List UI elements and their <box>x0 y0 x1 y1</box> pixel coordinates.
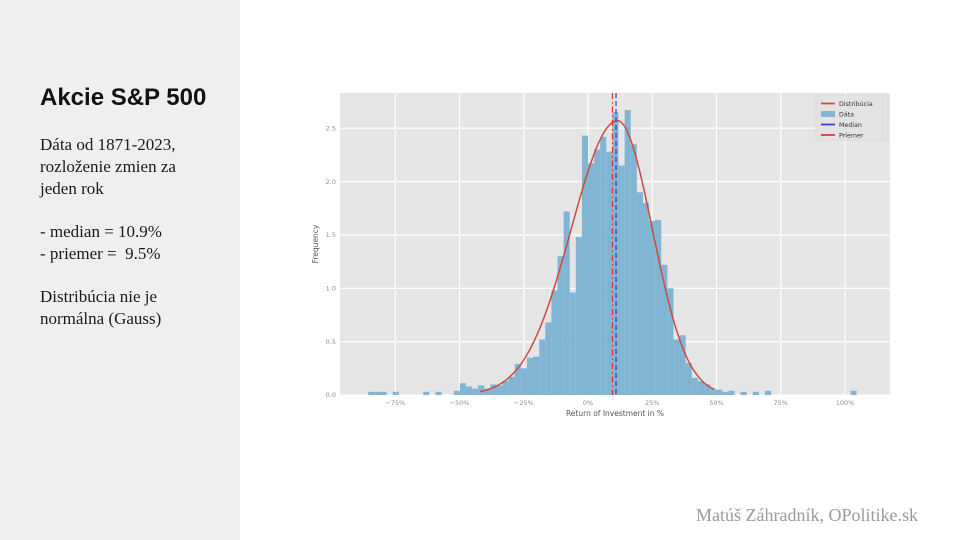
histogram-bar <box>496 385 503 395</box>
body-line: jeden rok <box>40 179 104 198</box>
histogram-bar <box>679 335 686 395</box>
x-tick-label: 50% <box>709 399 723 407</box>
histogram-bar <box>667 288 674 395</box>
histogram-bar <box>850 390 857 395</box>
histogram-bar <box>575 237 582 395</box>
y-tick-label: 2.5 <box>326 124 336 132</box>
histogram-bars <box>368 110 857 396</box>
histogram-bar <box>453 390 460 395</box>
y-tick-label: 1.5 <box>326 231 336 239</box>
mean-value-line: - priemer = 9.5% <box>40 244 161 263</box>
histogram-bar <box>703 384 711 395</box>
histogram-bar <box>435 391 442 395</box>
histogram-bar <box>502 381 509 395</box>
histogram-bar <box>465 386 473 395</box>
histogram-bar <box>423 391 430 395</box>
x-tick-label: 25% <box>645 399 659 407</box>
histogram-bar <box>368 391 375 395</box>
histogram-bar <box>728 390 735 395</box>
y-axis-label: Frequency <box>311 224 320 263</box>
histogram-bar <box>459 383 466 395</box>
histogram-bar <box>618 165 625 395</box>
y-tick-label: 0.5 <box>326 338 336 346</box>
distribution-curve <box>479 120 715 393</box>
slide-body-text: Dáta od 1871-2023, rozloženie zmien za j… <box>40 134 225 351</box>
y-tick-label: 2.0 <box>326 178 336 186</box>
legend-box <box>815 94 889 141</box>
median-value-line: - median = 10.9% <box>40 222 162 241</box>
histogram-bar <box>752 391 759 395</box>
histogram-bar <box>569 292 576 395</box>
body-line: Distribúcia nie je <box>40 287 158 306</box>
histogram-bar <box>740 391 747 395</box>
legend-label: Distribúcia <box>839 100 873 108</box>
histogram-bar <box>673 339 680 395</box>
histogram-bar <box>374 391 381 395</box>
y-tick-label: 0.0 <box>326 391 336 399</box>
histogram-bar <box>392 391 399 395</box>
histogram-bar <box>484 388 491 395</box>
histogram-bar <box>526 357 534 395</box>
histogram-bar <box>710 388 717 395</box>
histogram-bar <box>722 391 729 395</box>
left-panel: Akcie S&P 500 Dáta od 1871-2023, rozlože… <box>0 0 240 540</box>
histogram-bar <box>606 151 613 395</box>
x-tick-label: 100% <box>836 399 855 407</box>
histogram-bar <box>685 362 692 395</box>
body-line: rozloženie zmien za <box>40 157 176 176</box>
histogram-bar <box>551 290 558 395</box>
x-tick-label: −50% <box>450 399 470 407</box>
histogram-bar <box>588 163 595 395</box>
histogram-bar <box>765 390 772 395</box>
histogram-bar <box>533 356 540 395</box>
histogram-bar <box>594 149 601 395</box>
legend: Distribúcia Dáta Median Priemer <box>815 94 889 141</box>
x-tick-label: 0% <box>583 399 593 407</box>
histogram-bar <box>508 376 515 395</box>
histogram-bar <box>380 391 387 395</box>
histogram-bar <box>630 144 637 395</box>
histogram-bar <box>545 322 552 395</box>
x-axis-label: Return of Investment in % <box>566 409 664 418</box>
histogram-bar <box>636 192 643 395</box>
histogram-bar <box>624 110 631 395</box>
y-tick-labels: 0.0 0.5 1.0 1.5 2.0 2.5 <box>326 124 336 399</box>
histogram-chart: −75% −50% −25% 0% 25% 50% 75% 100% 0.0 0.5 1.0 1.5 2… <box>311 93 890 418</box>
legend-label: Median <box>839 122 862 129</box>
histogram-bar <box>716 389 723 395</box>
histogram-bar <box>539 339 546 395</box>
histogram-bar <box>514 364 521 395</box>
histogram-bar <box>478 385 485 395</box>
paragraph-data-range: Dáta od 1871-2023, rozloženie zmien za j… <box>40 134 225 200</box>
x-tick-label: −25% <box>514 399 534 407</box>
body-line: normálna (Gauss) <box>40 309 162 328</box>
histogram-bar <box>691 377 698 395</box>
chart-container: −75% −50% −25% 0% 25% 50% 75% 100% 0.0 0.5 1.0 1.5 2… <box>300 55 915 433</box>
body-line: Dáta od 1871-2023, <box>40 135 176 154</box>
x-tick-label: 75% <box>774 399 788 407</box>
paragraph-statistics: - median = 10.9% - priemer = 9.5% <box>40 221 225 265</box>
histogram-bar <box>697 381 704 395</box>
legend-label: Dáta <box>839 110 854 118</box>
histogram-bar <box>581 135 589 395</box>
histogram-bar <box>520 368 527 395</box>
x-tick-label: −75% <box>385 399 405 407</box>
histogram-bar <box>472 388 479 395</box>
x-tick-labels: −75% −50% −25% 0% 25% 50% 75% 100% <box>385 399 854 407</box>
histogram-bar <box>661 264 668 395</box>
histogram-bar <box>600 136 607 395</box>
histogram-bar <box>563 211 570 395</box>
legend-patch-swatch <box>821 111 835 117</box>
histogram-bar <box>642 202 650 395</box>
attribution-text: Matúš Záhradník, OPolitike.sk <box>696 505 918 525</box>
histogram-bar <box>649 221 656 395</box>
y-tick-label: 1.0 <box>326 284 336 292</box>
histogram-bar <box>557 256 564 395</box>
histogram-bar <box>490 384 497 395</box>
histogram-bar <box>655 219 662 395</box>
legend-label: Priemer <box>839 132 864 139</box>
paragraph-distribution-note: Distribúcia nie je normálna (Gauss) <box>40 286 225 330</box>
slide-title: Akcie S&P 500 <box>40 84 207 111</box>
